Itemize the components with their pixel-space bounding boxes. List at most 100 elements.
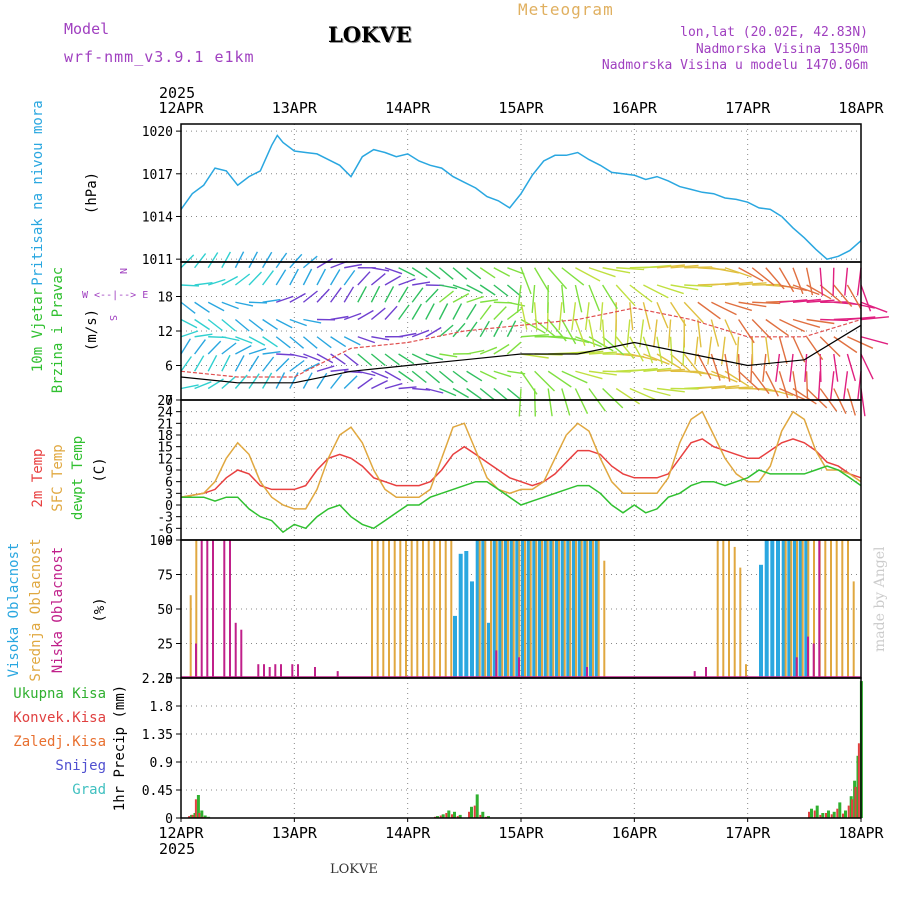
altitude-text: Nadmorska Visina 1350m <box>695 42 868 57</box>
cloud-bar-1-45 <box>745 664 747 678</box>
wind-barb-211 <box>275 318 293 329</box>
ytick-label-4-4: 1.8 <box>150 700 173 715</box>
wind-barb-79 <box>561 370 588 384</box>
ytick-label-1-1: 6 <box>165 360 173 375</box>
ytick-label-2-6: 9 <box>165 464 173 479</box>
wind-barb-371 <box>371 267 390 272</box>
precip-konvek-bar-16 <box>813 810 816 818</box>
wind-barb-22 <box>479 387 495 401</box>
cloud-bar-1-5 <box>388 540 390 678</box>
wind-barb-291 <box>670 301 687 327</box>
wind-barb-213 <box>303 318 322 324</box>
wind-barb-273 <box>425 288 439 303</box>
wind-barb-158 <box>248 336 266 346</box>
wind-barb-353 <box>819 284 843 304</box>
wind-barb-244 <box>724 319 737 346</box>
wind-barb-266 <box>330 287 342 303</box>
wind-barb-145 <box>762 353 767 382</box>
cloud-bar-2-24 <box>812 643 815 678</box>
cloud-bar-1-30 <box>552 540 555 678</box>
wind-barb-126 <box>506 341 522 355</box>
temp-line-0 <box>180 438 862 498</box>
wind-barb-15 <box>384 382 403 390</box>
ytick-label-0-1: 1014 <box>142 210 173 225</box>
wind-barb-256 <box>194 301 210 313</box>
precip-bar-7 <box>441 814 445 818</box>
wind-barb-104 <box>207 340 222 355</box>
cloud-bar-0-1 <box>458 553 463 678</box>
wind-barb-223 <box>438 303 449 320</box>
wind-barb-192 <box>707 336 713 365</box>
wind-barb-386 <box>575 267 601 282</box>
cloud-bar-2-23 <box>807 636 809 678</box>
wind-barb-52 <box>193 355 205 372</box>
precip-konvek-bar-22 <box>847 805 850 818</box>
cloud-bar-1-41 <box>722 540 725 678</box>
pressure-line <box>180 134 862 261</box>
ytick-label-1-3: 18 <box>157 291 173 306</box>
wind-barb-227 <box>493 306 507 320</box>
wind-barb-389 <box>616 267 645 271</box>
wind-barb-176 <box>493 320 503 338</box>
wind-barb-71 <box>452 370 468 383</box>
wind-barb-172 <box>438 324 454 338</box>
cloud-bar-1-18 <box>484 540 487 678</box>
xtick-top-3: 15APR <box>498 99 544 117</box>
ytick-label-2-2: -3 <box>157 511 173 526</box>
precip-konvek-bar-25 <box>857 743 860 818</box>
precip-bar-19 <box>832 811 836 818</box>
wind-barb-196 <box>765 336 771 365</box>
wind-barb-132 <box>588 351 617 355</box>
wind-barb-95 <box>778 371 789 399</box>
precip-konvek-bar-13 <box>479 814 482 818</box>
wind-barb-264 <box>302 290 318 303</box>
wind-barb-228 <box>506 307 523 321</box>
ytick-label-4-5: 2.25 <box>142 672 173 687</box>
model-altitude-text: Nadmorska Visina u modelu 1470.06m <box>601 58 868 73</box>
cloud-bar-1-21 <box>501 540 504 678</box>
wind-barb-143 <box>737 353 741 383</box>
precip-bar-4 <box>203 815 207 818</box>
cloud-bar-1-1 <box>195 540 198 678</box>
wind-barb-277 <box>480 299 499 303</box>
wind-barb-94 <box>765 370 779 397</box>
cloud-bar-1-29 <box>546 540 549 678</box>
wind-barb-86 <box>656 368 685 372</box>
wind-barb-398 <box>738 267 764 282</box>
wind-barb-225 <box>466 303 477 320</box>
temp-ylabel: (C) <box>92 457 108 482</box>
wind-barb-13 <box>357 377 373 390</box>
wind-barb-323 <box>412 281 431 286</box>
cloud-bar-2-0 <box>195 643 197 678</box>
cloud-bar-0-16 <box>543 540 548 678</box>
cloud-bar-2-4 <box>223 540 226 678</box>
wind-barb-274 <box>438 290 454 303</box>
wind-side-label-1: 10m Vjetar <box>30 288 46 372</box>
cloud-bar-1-38 <box>597 540 600 678</box>
cloud-bar-0-26 <box>759 564 763 678</box>
cloud-bar-1-58 <box>852 581 855 678</box>
wind-barb-217 <box>357 309 374 321</box>
cloud-bar-0-3 <box>470 581 474 678</box>
cloud-bar-1-11 <box>422 540 424 678</box>
cloud-bar-0-8 <box>498 540 503 678</box>
wind-barb-32 <box>615 387 640 405</box>
cloud-bar-2-5 <box>229 540 231 678</box>
xtick-bottom-2: 14APR <box>385 824 431 842</box>
cloud-bar-1-32 <box>563 540 566 678</box>
wind-barb-123 <box>466 349 485 355</box>
cloud-bar-1-16 <box>450 540 453 678</box>
wind-barb-260 <box>248 301 268 304</box>
wind-barb-28 <box>561 388 571 416</box>
cloud-bar-1-13 <box>433 540 436 678</box>
cloud-bar-2-15 <box>314 667 316 678</box>
precip-legend-0: Ukupna Kisa <box>13 686 106 702</box>
ytick-label-1-2: 12 <box>157 325 173 340</box>
wind-barb-382 <box>520 267 532 295</box>
wind-barb-181 <box>561 336 590 344</box>
wind-barb-60 <box>303 362 320 372</box>
wind-barb-125 <box>493 343 510 355</box>
wind-barb-0 <box>180 384 199 390</box>
wind-barb-289 <box>642 302 651 330</box>
wind-barb-265 <box>316 288 330 303</box>
